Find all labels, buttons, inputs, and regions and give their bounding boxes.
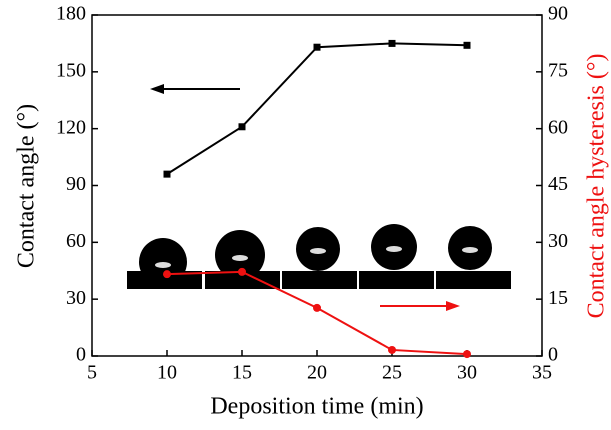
point (163, 270, 171, 279)
y-tick-label: 180 (56, 3, 86, 25)
x-tick-label: 20 (307, 362, 327, 384)
x-tick-label: 30 (457, 362, 477, 384)
y2-tick-label: 30 (548, 230, 568, 252)
y-tick-label: 30 (66, 287, 86, 309)
arrow-head (150, 84, 164, 94)
point (163, 170, 171, 178)
y-tick-label: 0 (76, 344, 86, 366)
x-tick-label: 25 (382, 362, 402, 384)
y-tick-label: 120 (56, 116, 86, 138)
y2-tick-label: 0 (548, 344, 558, 366)
y-tick-label: 150 (56, 59, 86, 81)
point (313, 303, 321, 312)
arrows (150, 84, 460, 311)
y-axis-label: Contact angle (°) (14, 104, 40, 268)
x-tick-label: 10 (157, 362, 177, 384)
x-tick-label: 15 (232, 362, 252, 384)
x-tick-label: 5 (87, 362, 97, 384)
arrow-head (446, 301, 460, 311)
point (388, 345, 396, 354)
y2-tick-label: 75 (548, 59, 568, 81)
y-tick-label: 60 (66, 230, 86, 252)
series-line (166, 42, 468, 175)
droplet (127, 238, 202, 289)
point (238, 123, 246, 131)
droplet (359, 224, 434, 289)
y2-tick-label: 90 (548, 3, 568, 25)
x-axis-label: Deposition time (min) (210, 394, 423, 420)
droplet (205, 230, 280, 289)
point (238, 267, 246, 276)
y-tick-label: 90 (66, 173, 86, 195)
point (388, 39, 396, 47)
droplet-images (127, 224, 511, 289)
point (463, 350, 471, 359)
y2-tick-label: 60 (548, 116, 568, 138)
y2-tick-label: 45 (548, 173, 568, 195)
droplet (436, 226, 511, 289)
y2-axis-label: Contact angle hysteresis (°) (584, 54, 610, 319)
droplet (282, 227, 357, 289)
x-tick-label: 35 (532, 362, 552, 384)
point (313, 43, 321, 51)
y2-tick-label: 15 (548, 287, 568, 309)
point (463, 41, 471, 49)
